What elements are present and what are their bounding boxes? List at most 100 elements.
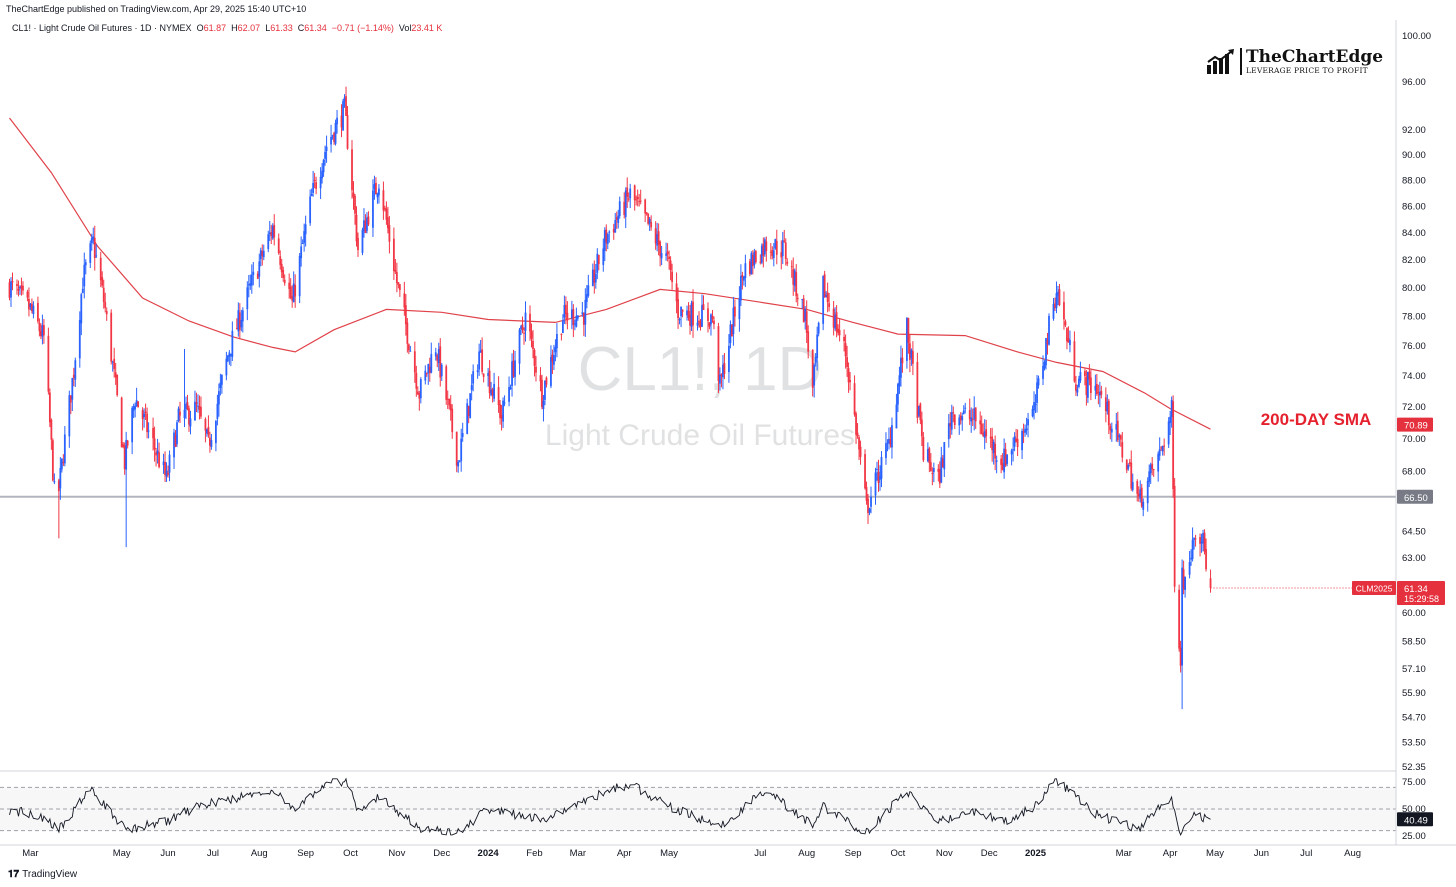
candle-up-body <box>825 294 828 298</box>
candle-down-body <box>62 461 65 464</box>
candle-down-body <box>385 208 388 220</box>
y-tick-label: 74.00 <box>1402 371 1426 382</box>
candle-up-body <box>334 122 337 144</box>
candle-up-body <box>206 429 208 434</box>
x-tick-label: Aug <box>1344 848 1361 859</box>
candle-down-body <box>539 375 542 382</box>
candle-down-body <box>26 291 29 298</box>
tradingview-footer[interactable]: 𝟏𝟕 TradingView <box>8 869 77 880</box>
candle-up-body <box>461 433 464 437</box>
candle-down-body <box>1015 438 1017 442</box>
candle-up-body <box>1190 557 1192 560</box>
candle-down-body <box>499 404 501 419</box>
y-tick-label: 55.90 <box>1402 688 1426 699</box>
candle-down-body <box>633 185 636 201</box>
candle-down-body <box>1054 303 1056 308</box>
candle-up-body <box>1118 435 1121 438</box>
candle-down-body <box>847 368 850 383</box>
candle-down-body <box>949 422 952 427</box>
candle-down-body <box>101 277 104 286</box>
symbol-label[interactable]: CL1! · Light Crude Oil Futures · 1D · NY… <box>12 23 192 33</box>
candle-up-body <box>1006 454 1009 464</box>
candle-down-body <box>856 432 859 437</box>
candle-up-body <box>729 324 732 344</box>
candle-down-body <box>668 256 670 260</box>
candle-down-body <box>69 395 72 403</box>
candle-down-body <box>636 196 639 200</box>
candle-up-body <box>1149 464 1152 474</box>
candle-up-body <box>502 400 504 422</box>
candle-down-body <box>93 237 96 259</box>
candle-up-body <box>361 229 364 253</box>
candle-down-body <box>428 366 431 374</box>
candle-down-body <box>238 312 241 330</box>
candle-down-body <box>1182 569 1185 590</box>
candle-up-body <box>430 354 433 373</box>
y-tick-label: 80.00 <box>1402 283 1426 294</box>
candle-up-body <box>259 250 262 260</box>
candle-down-body <box>345 96 347 116</box>
candle-down-body <box>748 261 751 275</box>
candle-down-body <box>647 213 650 224</box>
candle-up-body <box>1181 567 1184 666</box>
candle-up-body <box>131 407 134 443</box>
candle-up-body <box>479 350 482 353</box>
candle-up-body <box>143 413 146 418</box>
candle-up-body <box>189 418 192 427</box>
x-tick-label: Apr <box>617 848 632 859</box>
candle-up-body <box>226 355 229 362</box>
candle-up-body <box>419 379 422 399</box>
candle-up-body <box>719 374 721 384</box>
candle-up-body <box>822 275 825 324</box>
candle-up-body <box>493 384 495 399</box>
candle-up-body <box>312 182 315 193</box>
candle-down-body <box>273 224 276 238</box>
candle-up-body <box>197 405 199 407</box>
candle-down-body <box>916 361 919 418</box>
candle-up-body <box>458 461 461 463</box>
tradingview-logo-icon: 𝟏𝟕 <box>8 869 20 880</box>
candle-up-body <box>173 432 175 458</box>
candle-up-body <box>763 239 766 255</box>
candle-up-body <box>1170 400 1173 418</box>
candle-down-body <box>1178 589 1181 649</box>
candle-down-body <box>784 242 787 259</box>
x-tick-label: May <box>1206 848 1224 859</box>
candle-up-body <box>29 303 32 307</box>
candle-down-body <box>795 272 798 297</box>
candle-down-body <box>500 415 503 419</box>
candle-up-body <box>1021 430 1023 451</box>
candle-down-body <box>792 269 795 285</box>
candle-down-body <box>146 413 148 433</box>
x-tick-label: Mar <box>1116 848 1132 859</box>
candle-up-body <box>1191 539 1194 559</box>
last-price-badge <box>1397 581 1445 606</box>
candle-up-body <box>562 320 564 333</box>
candle-up-body <box>68 395 71 437</box>
candle-up-body <box>874 472 877 496</box>
candle-up-body <box>53 481 56 483</box>
candle-up-body <box>194 401 196 421</box>
oscillator-tick-label: 50.00 <box>1402 804 1426 815</box>
candle-down-body <box>367 216 370 225</box>
x-tick-label: Sep <box>845 848 862 859</box>
candle-down-body <box>277 238 280 254</box>
candle-down-body <box>864 454 866 489</box>
candle-up-body <box>983 431 986 438</box>
candle-down-body <box>1109 426 1112 431</box>
candle-down-body <box>713 320 715 325</box>
candle-down-body <box>929 462 932 471</box>
candle-up-body <box>898 375 901 387</box>
close-value: 61.34 <box>304 23 327 33</box>
candle-down-body <box>532 340 534 350</box>
candle-up-body <box>900 357 902 378</box>
candle-down-body <box>717 326 720 381</box>
candle-down-body <box>907 317 910 343</box>
candle-up-body <box>602 248 605 265</box>
candle-down-body <box>844 343 847 357</box>
candle-down-body <box>158 452 160 468</box>
candle-up-body <box>1036 382 1038 404</box>
candle-up-body <box>1031 408 1034 417</box>
